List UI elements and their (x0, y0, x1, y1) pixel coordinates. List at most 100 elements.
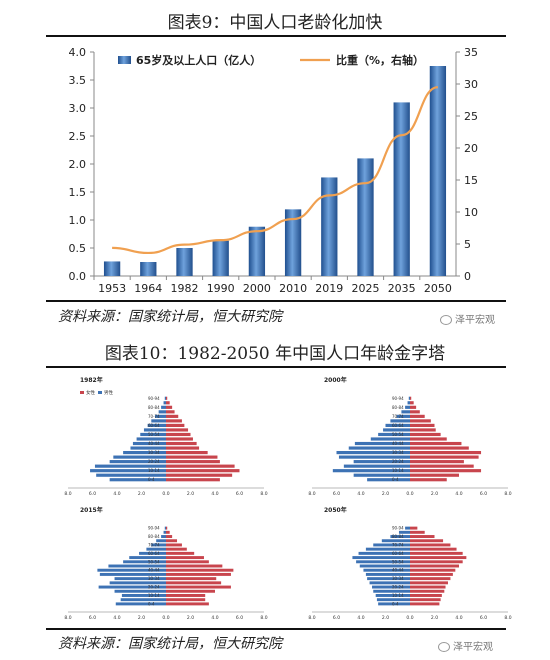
pyramid-male-bar (365, 547, 410, 551)
x-tick-label: 2019 (315, 282, 343, 295)
pyramid-age-label: 70-74 (148, 414, 160, 419)
left-tick-label: 3.0 (69, 102, 87, 115)
x-tick-label: 1964 (134, 282, 162, 295)
bar-1990 (212, 240, 229, 276)
pyramid-female-bar (410, 464, 474, 468)
pyramid-age-label: 90-94 (148, 526, 160, 531)
pyramid-male-bar (156, 539, 166, 543)
pyramid-male-bar (356, 560, 410, 564)
chart-source: 资料来源：国家统计局，恒大研究院 (58, 309, 282, 325)
pyramid-x-tick-label: 2.0 (382, 615, 389, 621)
pyramid-female-bar (410, 560, 463, 564)
x-tick-label: 1982 (171, 282, 199, 295)
pyramid-female-bar (166, 535, 173, 538)
pyramid-female-bar (410, 539, 444, 543)
right-tick-label: 15 (464, 174, 478, 187)
pyramid-female-bar (410, 585, 446, 589)
pyramid-age-label: 20-24 (392, 585, 404, 590)
pyramid-x-tick-label: 2.0 (138, 615, 145, 621)
right-tick-label: 35 (464, 46, 478, 59)
pyramid-male-bar (369, 581, 410, 585)
pyramid-male-bar (90, 469, 166, 473)
x-tick-label: 2010 (279, 282, 307, 295)
pyramid-male-bar (401, 410, 410, 414)
pyramid-male-bar (139, 551, 166, 555)
legend-male-label: 男性 (104, 389, 113, 396)
pyramid-age-label: 90-94 (392, 526, 404, 531)
pyramid-male-bar (158, 410, 166, 414)
legend-bar-swatch (118, 56, 131, 64)
pyramid-female-bar (410, 469, 482, 473)
pyramid-female-bar (410, 572, 453, 576)
pyramid-age-label: 50-54 (392, 559, 404, 564)
pyramid-year-2: 2015年 (80, 506, 103, 514)
pyramid-male-bar (151, 543, 166, 547)
pyramid-female-bar (166, 602, 209, 606)
pyramid-female-bar (166, 460, 220, 464)
left-tick-label: 1.5 (69, 186, 87, 199)
pyramid-age-label: 60-64 (392, 551, 404, 556)
pyramid-watermark: 泽平宏观 (438, 638, 493, 653)
pyramid-female-bar (410, 598, 441, 602)
pyramid-female-bar (410, 428, 436, 432)
pyramid-male-bar (108, 564, 166, 568)
pyramid-male-bar (97, 568, 166, 572)
pyramid-age-label: 40-44 (148, 568, 160, 573)
pyramid-female-bar (166, 423, 185, 428)
pyramid-female-bar (166, 551, 195, 555)
pyramid-female-bar (166, 410, 175, 414)
pyramid-female-bar (166, 547, 187, 551)
pyramid-male-bar (407, 401, 410, 405)
pyramid-male-bar (113, 455, 166, 459)
pyramid-male-bar (94, 464, 166, 468)
bar-1982 (176, 248, 193, 276)
pyramid-x-tick-label: 6.0 (236, 615, 243, 621)
left-tick-label: 1.0 (69, 214, 87, 227)
pyramid-male-bar (378, 602, 410, 606)
pyramid-female-bar (166, 585, 231, 589)
pyramid-male-bar (96, 473, 166, 477)
pyramid-x-tick-label: 6.0 (480, 615, 487, 621)
pyramid-year-1: 2000年 (324, 376, 347, 384)
right-tick-label: 5 (464, 238, 471, 251)
pyramid-male-bar (123, 450, 166, 455)
pyramid-female-bar (410, 547, 457, 551)
bar-2050 (429, 66, 447, 276)
wechat-icon (440, 315, 452, 325)
pyramid-watermark-text: 泽平宏观 (453, 642, 493, 653)
pyramid-age-label: 80-84 (392, 534, 404, 539)
pyramid-age-label: 40-44 (148, 441, 160, 446)
pyramid-x-tick-label: 8.0 (64, 615, 71, 621)
x-tick-label: 1990 (207, 282, 235, 295)
pyramid-male-bar (136, 437, 166, 441)
x-tick-label: 2035 (388, 282, 416, 295)
pyramid-female-bar (166, 446, 200, 450)
pyramid-x-tick-label: 2.0 (187, 491, 194, 497)
pyramid-male-bar (390, 535, 410, 538)
pyramid-female-bar (166, 539, 178, 543)
right-tick-label: 20 (464, 142, 478, 155)
pyramid-male-bar (375, 594, 410, 597)
pyramid-male-bar (383, 428, 410, 432)
pyramid-x-tick-label: 8.0 (260, 615, 267, 621)
pyramid-female-bar (410, 405, 417, 409)
pyramid-male-bar (146, 547, 166, 551)
legend-bar-label: 65岁及以上人口（亿人） (136, 53, 261, 67)
pyramid-female-bar (410, 478, 447, 482)
title-rule (46, 35, 506, 37)
pyramid-x-tick-label: 4.0 (357, 615, 364, 621)
pyramid-female-bar (166, 437, 193, 441)
pyramid-age-label: 10-14 (148, 593, 160, 598)
legend-female-label: 女性 (86, 389, 95, 396)
pyramid-male-bar (353, 460, 410, 464)
pyramid-age-label: 70-74 (392, 414, 404, 419)
pyramid-female-bar (166, 455, 218, 459)
pyramid-age-label: 20-24 (148, 585, 160, 590)
pyramid-male-bar (143, 428, 166, 432)
pyramid-age-label: 70-74 (392, 542, 404, 547)
pyramid-x-tick-label: 6.0 (333, 615, 340, 621)
pyramid-female-bar (166, 556, 204, 560)
left-tick-label: 2.5 (69, 130, 87, 143)
pyramid-female-bar (410, 455, 479, 459)
